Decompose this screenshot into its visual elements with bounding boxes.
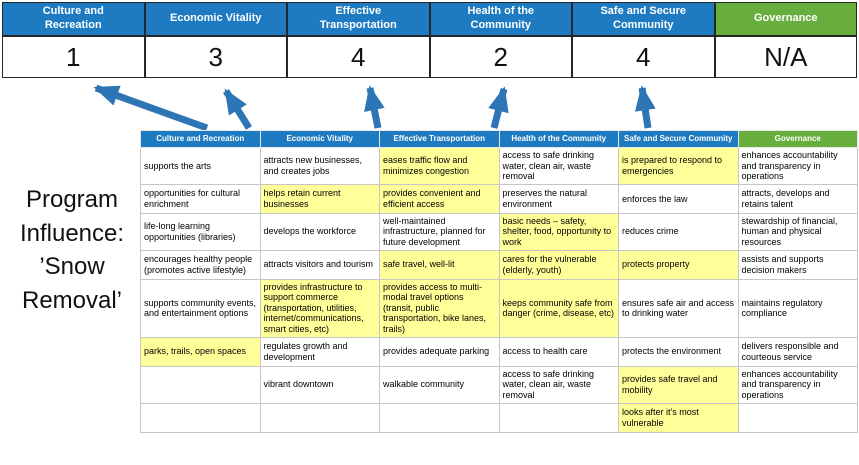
matrix-cell-highlighted: provides infrastructure to support comme…: [259, 278, 380, 338]
matrix-cell-highlighted: is prepared to respond to emergencies: [618, 147, 739, 185]
matrix-cell-highlighted: looks after it's most vulnerable: [618, 402, 739, 433]
matrix-cell: access to health care: [498, 336, 619, 367]
matrix-cell: walkable community: [379, 365, 500, 404]
matrix-header-safe-and-secure-community: Safe and Secure Community: [618, 130, 739, 148]
scoreboard: Culture and Recreation Economic Vitality…: [2, 2, 857, 78]
up-arrow-icon: [223, 88, 252, 130]
matrix-cell-highlighted: safe travel, well-lit: [379, 249, 500, 280]
matrix-cell: enforces the law: [618, 183, 739, 214]
matrix-row: supports the arts attracts new businesses…: [140, 147, 858, 185]
up-arrow-icon: [488, 86, 509, 129]
influence-matrix: Culture and Recreation Economic Vitality…: [140, 130, 858, 433]
matrix-cell: develops the workforce: [259, 212, 380, 251]
score-safe-and-secure-community: 4: [572, 36, 715, 78]
up-arrow-icon: [93, 84, 209, 132]
matrix-cell: provides adequate parking: [379, 336, 500, 367]
matrix-cell: life-long learning opportunities (librar…: [140, 212, 261, 251]
matrix-cell-highlighted: provides safe travel and mobility: [618, 365, 739, 404]
matrix-row: life-long learning opportunities (librar…: [140, 212, 858, 251]
matrix-cell: supports community events, and entertain…: [140, 278, 261, 338]
program-influence-title: Program Influence: ’Snow Removal’: [19, 186, 125, 314]
matrix-cell-highlighted: eases traffic flow and minimizes congest…: [379, 147, 500, 185]
matrix-cell-highlighted: cares for the vulnerable (elderly, youth…: [498, 249, 619, 280]
score-culture-and-recreation: 1: [2, 36, 145, 78]
matrix-cell-highlighted: parks, trails, open spaces: [140, 336, 261, 367]
matrix-cell: attracts, develops and retains talent: [737, 183, 858, 214]
matrix-cell-highlighted: protects property: [618, 249, 739, 280]
matrix-cell: protects the environment: [618, 336, 739, 367]
matrix-cell: [737, 402, 858, 433]
score-effective-transportation: 4: [287, 36, 430, 78]
scoreboard-header-governance: Governance: [714, 2, 857, 36]
scoreboard-header-safe-and-secure-community: Safe and Secure Community: [572, 2, 715, 36]
matrix-cell: supports the arts: [140, 147, 261, 185]
matrix-cell: regulates growth and development: [259, 336, 380, 367]
scoreboard-header-economic-vitality: Economic Vitality: [144, 2, 287, 36]
matrix-cell: access to safe drinking water, clean air…: [498, 365, 619, 404]
matrix-cell: [140, 402, 261, 433]
score-governance: N/A: [714, 36, 857, 78]
matrix-cell: attracts new businesses, and creates job…: [259, 147, 380, 185]
up-arrow-icon: [634, 85, 656, 129]
matrix-cell: maintains regulatory compliance: [737, 278, 858, 338]
matrix-cell: vibrant downtown: [259, 365, 380, 404]
matrix-header-health-of-the-community: Health of the Community: [498, 130, 619, 148]
matrix-cell-highlighted: helps retain current businesses: [259, 183, 380, 214]
matrix-cell: attracts visitors and tourism: [259, 249, 380, 280]
matrix-row: parks, trails, open spaces regulates grow…: [140, 336, 858, 367]
matrix-cell-highlighted: provides convenient and efficient access: [379, 183, 500, 214]
matrix-cell: [379, 402, 500, 433]
matrix-row: looks after it's most vulnerable: [140, 402, 858, 433]
scoreboard-header-culture-and-recreation: Culture and Recreation: [2, 2, 145, 36]
score-health-of-the-community: 2: [429, 36, 572, 78]
matrix-cell: enhances accountability and transparency…: [737, 147, 858, 185]
matrix-cell: stewardship of financial, human and phys…: [737, 212, 858, 251]
score-arrows: [93, 84, 656, 132]
scoreboard-header-health-of-the-community: Health of the Community: [429, 2, 572, 36]
up-arrow-icon: [364, 85, 385, 129]
matrix-cell: ensures safe air and access to drinking …: [618, 278, 739, 338]
matrix-cell: encourages healthy people (promotes acti…: [140, 249, 261, 280]
scoreboard-header-effective-transportation: Effective Transportation: [287, 2, 430, 36]
matrix-header-effective-transportation: Effective Transportation: [379, 130, 500, 148]
matrix-cell: [498, 402, 619, 433]
matrix-header-culture-and-recreation: Culture and Recreation: [140, 130, 261, 148]
matrix-cell: [259, 402, 380, 433]
matrix-cell: enhances accountability and transparency…: [737, 365, 858, 404]
matrix-header-governance: Governance: [737, 130, 858, 148]
matrix-cell: [140, 365, 261, 404]
matrix-cell: access to safe drinking water, clean air…: [498, 147, 619, 185]
matrix-cell: reduces crime: [618, 212, 739, 251]
matrix-cell: delivers responsible and courteous servi…: [737, 336, 858, 367]
matrix-header-economic-vitality: Economic Vitality: [259, 130, 380, 148]
matrix-header-row: Culture and Recreation Economic Vitality…: [140, 130, 858, 148]
matrix-cell-highlighted: keeps community safe from danger (crime,…: [498, 278, 619, 338]
matrix-cell-highlighted: provides access to multi-modal travel op…: [379, 278, 500, 338]
matrix-cell: preserves the natural environment: [498, 183, 619, 214]
matrix-row: vibrant downtown walkable community access…: [140, 365, 858, 404]
matrix-cell: well-maintained infrastructure, planned …: [379, 212, 500, 251]
matrix-row: encourages healthy people (promotes acti…: [140, 249, 858, 280]
matrix-cell: opportunities for cultural enrichment: [140, 183, 261, 214]
matrix-row: supports community events, and entertain…: [140, 278, 858, 338]
matrix-cell: assists and supports decision makers: [737, 249, 858, 280]
score-economic-vitality: 3: [144, 36, 287, 78]
matrix-cell-highlighted: basic needs – safety, shelter, food, opp…: [498, 212, 619, 251]
matrix-row: opportunities for cultural enrichment hel…: [140, 183, 858, 214]
